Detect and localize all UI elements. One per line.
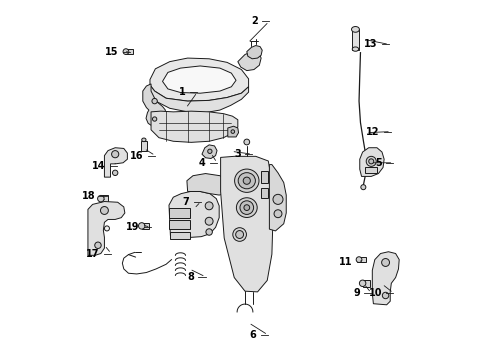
Ellipse shape (244, 139, 250, 145)
Polygon shape (247, 45, 262, 59)
Polygon shape (104, 148, 127, 177)
Polygon shape (238, 51, 261, 71)
Ellipse shape (236, 198, 257, 217)
Text: 4: 4 (199, 158, 205, 168)
Text: 6: 6 (250, 330, 256, 340)
Ellipse shape (236, 230, 244, 238)
Bar (351, 29, 359, 50)
Text: 3: 3 (234, 149, 241, 159)
Polygon shape (169, 192, 219, 237)
Ellipse shape (244, 205, 250, 211)
Ellipse shape (205, 217, 213, 225)
Bar (359, 257, 366, 262)
Ellipse shape (104, 226, 109, 231)
Bar (366, 167, 377, 173)
Bar (170, 220, 190, 229)
Ellipse shape (366, 156, 376, 166)
Text: 1: 1 (179, 87, 186, 97)
Polygon shape (202, 145, 217, 158)
Ellipse shape (98, 195, 104, 202)
Ellipse shape (273, 194, 283, 204)
Ellipse shape (206, 229, 212, 235)
Polygon shape (151, 111, 238, 142)
Ellipse shape (359, 280, 366, 287)
Ellipse shape (361, 185, 366, 190)
Ellipse shape (243, 177, 250, 184)
Ellipse shape (142, 138, 146, 141)
Ellipse shape (123, 49, 129, 54)
Text: 13: 13 (364, 40, 378, 49)
Bar (101, 195, 108, 202)
Polygon shape (143, 84, 166, 126)
Ellipse shape (152, 98, 157, 104)
Ellipse shape (240, 201, 254, 215)
Bar (142, 223, 149, 229)
Text: 19: 19 (126, 222, 139, 232)
Text: 8: 8 (187, 272, 194, 282)
Ellipse shape (152, 117, 157, 121)
Text: 5: 5 (375, 158, 382, 168)
Ellipse shape (208, 149, 212, 153)
Ellipse shape (112, 150, 119, 158)
Ellipse shape (95, 242, 101, 248)
Text: 12: 12 (366, 127, 379, 136)
Polygon shape (150, 58, 248, 101)
Polygon shape (187, 174, 231, 195)
Polygon shape (372, 252, 399, 305)
Text: 9: 9 (353, 288, 360, 298)
Ellipse shape (231, 130, 235, 134)
Ellipse shape (368, 159, 374, 164)
Ellipse shape (352, 47, 359, 51)
Bar (170, 232, 190, 239)
Polygon shape (228, 126, 239, 137)
Ellipse shape (235, 169, 259, 192)
Bar (170, 208, 190, 218)
Bar (125, 49, 133, 54)
Polygon shape (360, 148, 384, 176)
Ellipse shape (100, 207, 108, 215)
Ellipse shape (351, 27, 359, 32)
Bar (363, 280, 370, 287)
Bar (262, 171, 268, 183)
Polygon shape (220, 156, 273, 292)
Polygon shape (88, 202, 125, 255)
Ellipse shape (233, 228, 246, 241)
Text: 16: 16 (130, 150, 144, 161)
Text: 17: 17 (86, 248, 100, 258)
Polygon shape (150, 85, 248, 113)
Bar (262, 188, 268, 198)
Text: 14: 14 (92, 161, 106, 171)
Ellipse shape (139, 223, 145, 229)
Bar (141, 141, 147, 151)
Text: 15: 15 (105, 46, 119, 57)
Text: 7: 7 (183, 197, 190, 207)
Ellipse shape (274, 210, 282, 218)
Ellipse shape (356, 257, 362, 262)
Ellipse shape (238, 173, 255, 189)
Polygon shape (163, 66, 236, 93)
Text: 18: 18 (81, 191, 95, 201)
Text: 10: 10 (368, 288, 382, 298)
Ellipse shape (205, 202, 213, 210)
Ellipse shape (113, 170, 118, 176)
Text: 11: 11 (339, 257, 353, 267)
Text: 2: 2 (251, 17, 258, 27)
Polygon shape (270, 165, 286, 231)
Ellipse shape (382, 292, 389, 299)
Ellipse shape (382, 258, 390, 266)
